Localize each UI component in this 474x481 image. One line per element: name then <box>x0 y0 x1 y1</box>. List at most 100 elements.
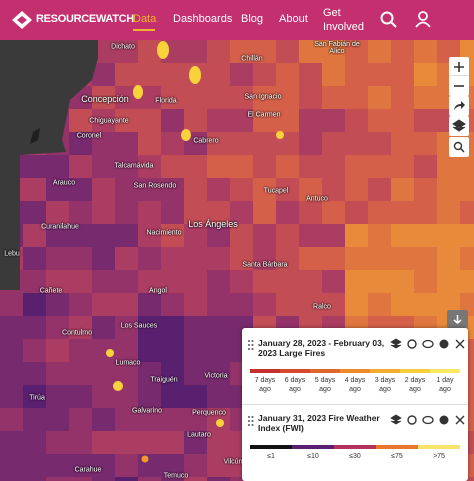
heat-cell <box>138 247 161 270</box>
heat-cell <box>0 316 23 339</box>
heat-cell <box>138 431 161 454</box>
share-button[interactable] <box>449 96 469 116</box>
heat-cell <box>161 109 184 132</box>
heat-cell <box>23 247 46 270</box>
info-icon[interactable] <box>439 339 449 349</box>
visibility-icon[interactable] <box>422 339 434 349</box>
opacity-icon[interactable] <box>407 415 417 425</box>
place-label: Tirúa <box>29 394 45 402</box>
heat-cell <box>92 178 115 201</box>
heat-cell <box>92 270 115 293</box>
search-icon[interactable] <box>380 11 398 29</box>
place-label: Coronel <box>76 132 102 140</box>
legend: January 28, 2023 - February 03, 2023 Lar… <box>242 328 468 481</box>
heat-cell <box>161 224 184 247</box>
heat-cell <box>207 132 230 155</box>
heat-cell <box>69 408 92 431</box>
heat-cell <box>69 224 92 247</box>
heat-cell <box>368 155 391 178</box>
place-label: Traiguén <box>150 376 178 384</box>
heat-cell <box>345 293 368 316</box>
close-icon[interactable] <box>455 415 465 425</box>
heat-cell <box>184 408 207 431</box>
heat-cell <box>0 477 23 481</box>
logo[interactable]: RESOURCEWATCH <box>36 13 134 25</box>
heat-cell <box>92 224 115 247</box>
heat-cell <box>115 293 138 316</box>
heat-cell <box>276 247 299 270</box>
heat-cell <box>69 385 92 408</box>
heat-cell <box>138 86 161 109</box>
heat-cell <box>460 178 474 201</box>
heat-cell <box>46 431 69 454</box>
fire-point <box>106 349 114 357</box>
handle-dot <box>248 424 250 426</box>
search-map-button[interactable] <box>449 137 469 157</box>
heat-cell <box>253 109 276 132</box>
heat-cell <box>46 454 69 477</box>
color-bar <box>250 369 460 373</box>
layers-icon[interactable] <box>390 338 402 349</box>
layer-controls <box>390 414 465 425</box>
basemap-button[interactable] <box>449 116 469 136</box>
heat-cell <box>414 40 437 63</box>
heat-cell <box>253 132 276 155</box>
nav-item[interactable]: Dashboards <box>173 13 233 25</box>
divider <box>242 404 468 405</box>
heat-cell <box>23 201 46 224</box>
heat-cell <box>46 270 69 293</box>
place-label: Arauco <box>52 179 76 187</box>
heat-cell <box>207 293 230 316</box>
heat-cell <box>115 477 138 481</box>
heat-cell <box>414 63 437 86</box>
color-swatch <box>400 369 431 373</box>
place-label: Tucapel <box>263 187 289 195</box>
nav-item[interactable]: Data <box>133 13 157 25</box>
heat-cell <box>322 201 345 224</box>
heat-cell <box>368 224 391 247</box>
place-label: Antuco <box>306 195 328 203</box>
heat-cell <box>230 247 253 270</box>
legend-label: ≤10 <box>307 453 319 460</box>
legend-label: ≤1 <box>267 453 275 460</box>
heat-cell <box>23 293 46 316</box>
nav-item[interactable]: Blog <box>241 13 264 25</box>
heat-cell <box>69 477 92 481</box>
heat-cell <box>23 431 46 454</box>
user-icon[interactable] <box>414 10 432 28</box>
heat-cell <box>207 201 230 224</box>
heat-cell <box>345 178 368 201</box>
heat-cell <box>437 270 460 293</box>
heat-cell <box>138 385 161 408</box>
layer-controls <box>390 338 465 349</box>
heat-cell <box>69 178 92 201</box>
info-icon[interactable] <box>439 415 449 425</box>
nav-item[interactable]: About <box>279 13 308 25</box>
heat-cell <box>115 408 138 431</box>
heat-cell <box>138 109 161 132</box>
heat-cell <box>207 63 230 86</box>
heat-cell <box>322 224 345 247</box>
heat-cell <box>46 385 69 408</box>
legend-label: ≤75 <box>391 453 403 460</box>
heat-cell <box>345 63 368 86</box>
layers-icon[interactable] <box>390 414 402 425</box>
heat-cell <box>391 155 414 178</box>
heat-cell <box>460 247 474 270</box>
place-label: Lebu <box>4 250 20 258</box>
close-icon[interactable] <box>455 339 465 349</box>
heat-cell <box>138 201 161 224</box>
opacity-icon[interactable] <box>407 339 417 349</box>
handle-dot <box>248 344 250 346</box>
heat-cell <box>184 178 207 201</box>
place-label: Nacimiento <box>146 229 182 237</box>
place-label: Lumaco <box>115 359 141 367</box>
color-swatch <box>334 445 377 449</box>
visibility-icon[interactable] <box>422 415 434 425</box>
zoom-in-button[interactable] <box>449 57 469 77</box>
zoom-out-button[interactable] <box>449 75 469 96</box>
heat-cell <box>391 132 414 155</box>
nav-item[interactable]: Get Involved <box>323 7 364 33</box>
collapse-legend-button[interactable] <box>447 310 468 328</box>
heat-cell <box>299 63 322 86</box>
